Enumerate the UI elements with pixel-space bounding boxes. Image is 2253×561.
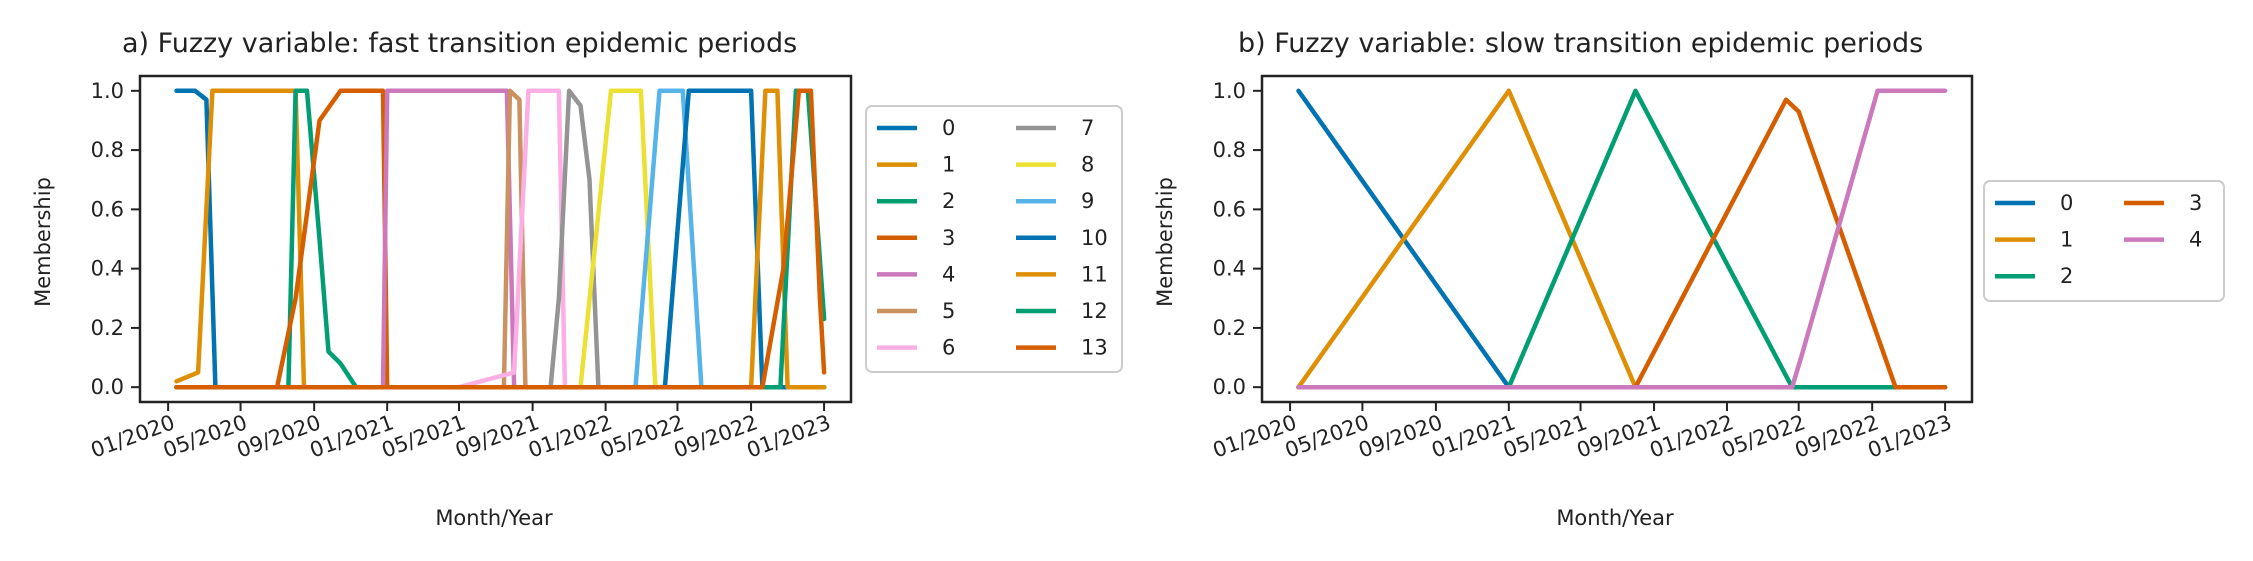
series-line-4 bbox=[1296, 88, 1948, 390]
plot-frame bbox=[1260, 74, 1974, 404]
series-line-12 bbox=[174, 88, 827, 390]
x-tick-label: 09/2022 bbox=[671, 410, 761, 462]
legend-frame bbox=[865, 105, 1123, 373]
legend-label: 0 bbox=[2060, 191, 2073, 215]
panel-a: a) Fuzzy variable: fast transition epide… bbox=[31, 28, 1123, 530]
plot-area bbox=[1296, 88, 1948, 390]
y-tick-label: 0.2 bbox=[91, 316, 124, 340]
chart-title: b) Fuzzy variable: slow transition epide… bbox=[1238, 28, 1923, 59]
series-line-6 bbox=[174, 88, 827, 390]
x-tick-label: 01/2020 bbox=[88, 410, 178, 462]
axis-ticks: 0.00.20.40.60.81.001/202005/202009/20200… bbox=[1210, 79, 1955, 463]
legend-label: 10 bbox=[1081, 226, 1108, 250]
series-line-8 bbox=[174, 88, 827, 390]
legend-label: 1 bbox=[2060, 228, 2073, 252]
series-line-3 bbox=[1296, 97, 1948, 390]
panel-b: b) Fuzzy variable: slow transition epide… bbox=[1153, 28, 2225, 530]
y-axis-label: Membership bbox=[1153, 177, 1177, 307]
y-tick-label: 0.6 bbox=[91, 197, 124, 221]
legend-label: 9 bbox=[1081, 189, 1094, 213]
series-line-2 bbox=[1296, 88, 1948, 390]
series-line-9 bbox=[174, 88, 827, 390]
x-tick-label: 05/2022 bbox=[1718, 410, 1808, 462]
legend-label: 4 bbox=[2189, 228, 2202, 252]
x-axis-label: Month/Year bbox=[435, 506, 553, 530]
y-tick-label: 1.0 bbox=[1213, 79, 1246, 103]
x-tick-label: 05/2022 bbox=[597, 410, 687, 462]
x-axis-label: Month/Year bbox=[1556, 506, 1674, 530]
legend-label: 11 bbox=[1081, 262, 1108, 286]
series-line-5 bbox=[174, 88, 827, 390]
legend-label: 7 bbox=[1081, 116, 1094, 140]
y-tick-label: 0.8 bbox=[1213, 138, 1246, 162]
y-tick-label: 0.8 bbox=[91, 138, 124, 162]
legend: 0 1 2 3 4 bbox=[1983, 180, 2225, 302]
x-tick-label: 01/2023 bbox=[744, 410, 834, 462]
series-line-7 bbox=[174, 88, 827, 390]
series-line-0 bbox=[174, 88, 827, 390]
legend-label: 4 bbox=[942, 262, 955, 286]
x-tick-label: 05/2020 bbox=[160, 410, 250, 462]
series-line-1 bbox=[174, 88, 827, 390]
x-tick-label: 09/2021 bbox=[1574, 410, 1664, 462]
y-tick-label: 0.4 bbox=[91, 257, 124, 281]
y-tick-label: 0.6 bbox=[1213, 197, 1246, 221]
series-line-11 bbox=[174, 88, 827, 390]
legend-label: 3 bbox=[942, 226, 955, 250]
legend-label: 13 bbox=[1081, 336, 1108, 360]
x-tick-label: 09/2022 bbox=[1792, 410, 1882, 462]
series-line-2 bbox=[174, 88, 827, 390]
legend-label: 1 bbox=[942, 153, 955, 177]
x-tick-label: 05/2020 bbox=[1282, 410, 1372, 462]
series-line-13 bbox=[174, 88, 827, 390]
series-line-3 bbox=[174, 88, 827, 390]
series-line-0 bbox=[1296, 88, 1948, 390]
legend-label: 5 bbox=[942, 299, 955, 323]
x-tick-label: 09/2020 bbox=[1355, 410, 1445, 462]
y-tick-label: 0.0 bbox=[91, 375, 124, 399]
y-tick-label: 0.2 bbox=[1213, 316, 1246, 340]
y-tick-label: 1.0 bbox=[91, 79, 124, 103]
chart-title: a) Fuzzy variable: fast transition epide… bbox=[122, 28, 797, 59]
legend-label: 2 bbox=[942, 189, 955, 213]
plot-frame bbox=[138, 74, 853, 404]
legend-label: 0 bbox=[942, 116, 955, 140]
legend-frame bbox=[1983, 180, 2225, 302]
x-tick-label: 09/2021 bbox=[452, 410, 542, 462]
y-tick-label: 0.4 bbox=[1213, 257, 1246, 281]
legend-label: 12 bbox=[1081, 299, 1108, 323]
plot-area bbox=[174, 88, 827, 390]
x-tick-label: 05/2021 bbox=[379, 410, 469, 462]
legend-label: 8 bbox=[1081, 153, 1094, 177]
legend-label: 2 bbox=[2060, 264, 2073, 288]
x-tick-label: 05/2021 bbox=[1500, 410, 1590, 462]
y-tick-label: 0.0 bbox=[1213, 375, 1246, 399]
x-tick-label: 09/2020 bbox=[234, 410, 324, 462]
legend-label: 3 bbox=[2189, 191, 2202, 215]
series-line-10 bbox=[174, 88, 827, 390]
legend-label: 6 bbox=[942, 336, 955, 360]
series-line-4 bbox=[174, 88, 827, 390]
series-line-1 bbox=[1296, 88, 1948, 390]
y-axis-label: Membership bbox=[31, 177, 55, 307]
x-tick-label: 01/2023 bbox=[1865, 410, 1955, 462]
